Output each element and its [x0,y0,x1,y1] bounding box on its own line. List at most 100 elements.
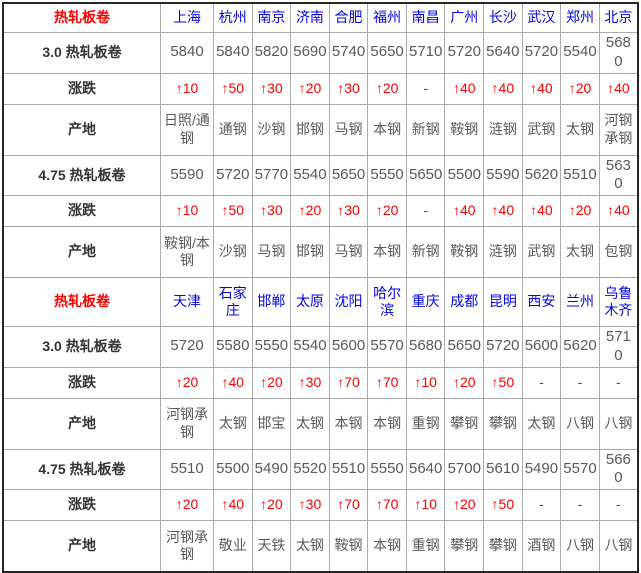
city-header-cell: 昆明 [483,277,523,327]
city-header-cell: 南京 [251,2,292,33]
origin-cell: 鞍钢/本钢 [160,226,214,278]
change-cell: - [521,489,562,521]
change-cell: ↑20 [251,366,292,399]
change-row: 涨跌 ↑10 ↑50 ↑30 ↑20 ↑30 ↑20- ↑40 ↑40 ↑40 ↑20 ↑40 [2,195,639,227]
city-header-cell: 郑州 [560,2,600,33]
price-row: 3.0 热轧板卷 5720 5580 5550 5540 5600 5570 5680 5650… [2,326,639,368]
origin-cell: 天铁 [251,520,292,573]
origin-cell: 本钢 [367,226,407,278]
origin-cell: 鞍钢 [328,520,369,573]
change-cell: ↑30 [328,72,369,105]
price-cell: 5540 [560,32,600,74]
row-label: 产地 [2,397,161,450]
city-header-cell: 长沙 [483,2,523,33]
price-cell: 5650 [405,154,446,196]
origin-cell: 通钢 [213,103,253,156]
city-header-cell: 西安 [521,277,562,327]
origin-cell: 太钢 [290,397,330,450]
origin-cell: 邯宝 [251,397,292,450]
city-header-cell: 兰州 [560,277,600,327]
change-cell: ↑50 [213,195,253,227]
row-label: 产地 [2,226,161,278]
price-cell: 5720 [444,32,485,74]
price-cell: 5550 [367,154,407,196]
change-cell: ↑40 [213,366,253,399]
origin-cell: 本钢 [367,397,407,450]
price-cell: 5680 [598,32,639,74]
price-cell: 5660 [598,448,639,490]
row-label: 产地 [2,520,161,573]
change-cell: ↑50 [483,489,523,521]
section-title: 热轧板卷 [2,277,161,327]
city-header-cell: 济南 [290,2,330,33]
price-cell: 5620 [560,326,600,368]
price-cell: 5700 [444,448,485,490]
change-cell: - [405,195,446,227]
change-cell: - [560,489,600,521]
origin-cell: 鞍钢 [444,226,485,278]
price-cell: 5650 [367,32,407,74]
origin-cell: 马钢 [328,103,369,156]
price-cell: 5840 [213,32,253,74]
change-cell: ↑30 [251,72,292,105]
change-cell: ↑40 [444,72,485,105]
price-row: 4.75 热轧板卷 5590 5720 5770 5540 5650 5550 5650 550… [2,154,639,196]
origin-cell: 河钢承钢 [160,397,214,450]
price-cell: 5840 [160,32,214,74]
change-cell: - [560,366,600,399]
price-cell: 5590 [483,154,523,196]
row-label: 3.0 热轧板卷 [2,32,161,74]
price-cell: 5720 [521,32,562,74]
origin-cell: 包钢 [598,226,639,278]
price-cell: 5650 [328,154,369,196]
price-row: 3.0 热轧板卷 5840 5840 5820 5690 5740 5650 5710 5720… [2,32,639,74]
origin-cell: 八钢 [598,397,639,450]
price-cell: 5640 [483,32,523,74]
price-cell: 5740 [328,32,369,74]
change-cell: ↑10 [160,72,214,105]
change-cell: ↑40 [598,195,639,227]
change-row: 涨跌 ↑20 ↑40 ↑20 ↑30 ↑70 ↑70 ↑10 ↑20 ↑50- - - [2,489,639,521]
city-header-cell: 合肥 [328,2,369,33]
change-cell: ↑20 [160,366,214,399]
city-header-cell: 成都 [444,277,485,327]
change-row: 涨跌 ↑20 ↑40 ↑20 ↑30 ↑70 ↑70 ↑10 ↑20 ↑50- - - [2,366,639,399]
origin-cell: 本钢 [367,103,407,156]
change-cell: ↑50 [213,72,253,105]
origin-cell: 邯钢 [290,103,330,156]
row-label: 4.75 热轧板卷 [2,448,161,490]
price-cell: 5540 [290,154,330,196]
origin-cell: 邯钢 [290,226,330,278]
origin-cell: 八钢 [560,520,600,573]
origin-cell: 太钢 [521,397,562,450]
price-cell: 5820 [251,32,292,74]
price-cell: 5490 [251,448,292,490]
price-cell: 5500 [444,154,485,196]
row-label: 涨跌 [2,366,161,399]
change-cell: ↑30 [290,489,330,521]
change-cell: ↑20 [560,72,600,105]
change-cell: ↑20 [367,195,407,227]
change-cell: ↑20 [290,195,330,227]
change-cell: ↑20 [560,195,600,227]
origin-cell: 重钢 [405,397,446,450]
origin-cell: 敬业 [213,520,253,573]
price-cell: 5510 [328,448,369,490]
price-cell: 5720 [160,326,214,368]
price-cell: 5540 [290,326,330,368]
city-header-cell: 乌鲁木齐 [598,277,639,327]
change-cell: ↑70 [328,366,369,399]
price-cell: 5550 [251,326,292,368]
change-row: 涨跌 ↑10 ↑50 ↑30 ↑20 ↑30 ↑20- ↑40 ↑40 ↑40 ↑20 ↑40 [2,72,639,105]
origin-cell: 武钢 [521,103,562,156]
origin-row: 产地 鞍钢/本钢 沙钢 马钢 邯钢 马钢 本钢 新钢 鞍钢 涟钢 武钢 太钢 包钢 [2,226,639,278]
price-cell: 5610 [483,448,523,490]
change-cell: ↑40 [444,195,485,227]
price-cell: 5720 [483,326,523,368]
origin-cell: 八钢 [560,397,600,450]
change-cell: ↑40 [213,489,253,521]
city-header-cell: 哈尔滨 [367,277,407,327]
price-cell: 5680 [405,326,446,368]
origin-cell: 太钢 [213,397,253,450]
